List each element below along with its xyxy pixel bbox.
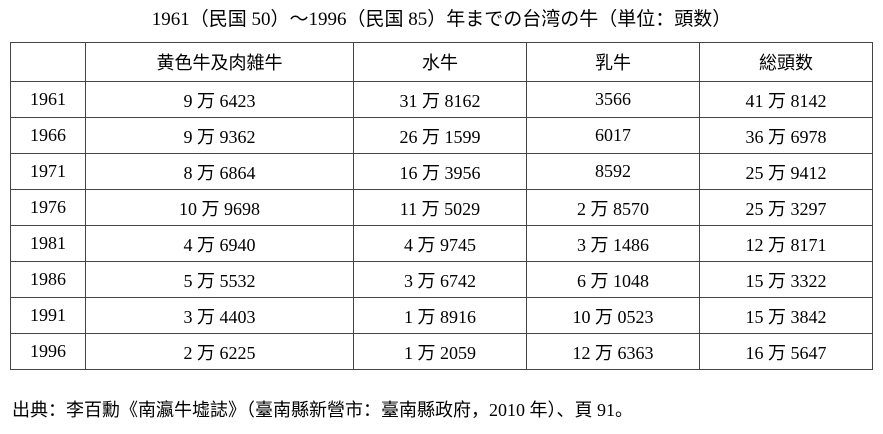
count-cell: 16 万 5647: [698, 333, 874, 370]
table-row: 1971 8 万 6864 16 万 3956 8592 25 万 9412: [10, 153, 874, 190]
table-header: 黄色牛及肉雑牛 水牛 乳牛 総頭数: [10, 42, 874, 82]
count-cell: 25 万 3297: [698, 189, 874, 226]
table-title: 1961（民国 50）～1996（民国 85）年までの台湾の牛（単位：頭数）: [151, 9, 732, 30]
count-cell: 12 万 8171: [698, 225, 874, 262]
data-table: 黄色牛及肉雑牛 水牛 乳牛 総頭数 1961 9 万 6423 31 万 8162 3566…: [10, 42, 874, 370]
source-note: 出典：李百勳《南瀛牛墟誌》（臺南縣新營市：臺南縣政府，2010 年）、頁 91。: [12, 400, 633, 420]
count-cell: 9 万 9362: [85, 117, 354, 154]
count-cell: 15 万 3842: [698, 297, 874, 334]
year-cell: 1996: [10, 333, 86, 370]
corner-cell: [10, 42, 86, 82]
count-cell: 10 万 9698: [85, 189, 354, 226]
column-header: 乳牛: [525, 42, 700, 82]
table-row: 1966 9 万 9362 26 万 1599 6017 36 万 6978: [10, 117, 874, 154]
count-cell: 36 万 6978: [698, 117, 874, 154]
table-row: 1996 2 万 6225 1 万 2059 12 万 6363 16 万 5647: [10, 333, 874, 370]
year-cell: 1981: [10, 225, 86, 262]
count-cell: 2 万 6225: [85, 333, 354, 370]
year-cell: 1961: [10, 81, 86, 118]
count-cell: 3 万 1486: [525, 225, 700, 262]
year-cell: 1986: [10, 261, 86, 298]
count-cell: 5 万 5532: [85, 261, 354, 298]
count-cell: 10 万 0523: [525, 297, 700, 334]
year-cell: 1971: [10, 153, 86, 190]
count-cell: 16 万 3956: [352, 153, 527, 190]
count-cell: 3 万 4403: [85, 297, 354, 334]
header-row: 黄色牛及肉雑牛 水牛 乳牛 総頭数: [10, 42, 874, 82]
count-cell: 2 万 8570: [525, 189, 700, 226]
table-body: 1961 9 万 6423 31 万 8162 3566 41 万 8142 1966 9 …: [10, 81, 874, 370]
count-cell: 9 万 6423: [85, 81, 354, 118]
year-cell: 1966: [10, 117, 86, 154]
count-cell: 6 万 1048: [525, 261, 700, 298]
count-cell: 8592: [525, 153, 700, 190]
count-cell: 1 万 2059: [352, 333, 527, 370]
count-cell: 3566: [525, 81, 700, 118]
column-header: 黄色牛及肉雑牛: [85, 42, 354, 82]
table-row: 1991 3 万 4403 1 万 8916 10 万 0523 15 万 3842: [10, 297, 874, 334]
count-cell: 3 万 6742: [352, 261, 527, 298]
count-cell: 11 万 5029: [352, 189, 527, 226]
column-header: 水牛: [352, 42, 527, 82]
count-cell: 25 万 9412: [698, 153, 874, 190]
column-header: 総頭数: [698, 42, 874, 82]
count-cell: 1 万 8916: [352, 297, 527, 334]
table-row: 1986 5 万 5532 3 万 6742 6 万 1048 15 万 3322: [10, 261, 874, 298]
count-cell: 4 万 9745: [352, 225, 527, 262]
table-row: 1961 9 万 6423 31 万 8162 3566 41 万 8142: [10, 81, 874, 118]
count-cell: 15 万 3322: [698, 261, 874, 298]
count-cell: 31 万 8162: [352, 81, 527, 118]
count-cell: 26 万 1599: [352, 117, 527, 154]
count-cell: 41 万 8142: [698, 81, 874, 118]
table-row: 1976 10 万 9698 11 万 5029 2 万 8570 25 万 3297: [10, 189, 874, 226]
count-cell: 12 万 6363: [525, 333, 700, 370]
count-cell: 6017: [525, 117, 700, 154]
count-cell: 4 万 6940: [85, 225, 354, 262]
table-row: 1981 4 万 6940 4 万 9745 3 万 1486 12 万 8171: [10, 225, 874, 262]
year-cell: 1991: [10, 297, 86, 334]
count-cell: 8 万 6864: [85, 153, 354, 190]
year-cell: 1976: [10, 189, 86, 226]
